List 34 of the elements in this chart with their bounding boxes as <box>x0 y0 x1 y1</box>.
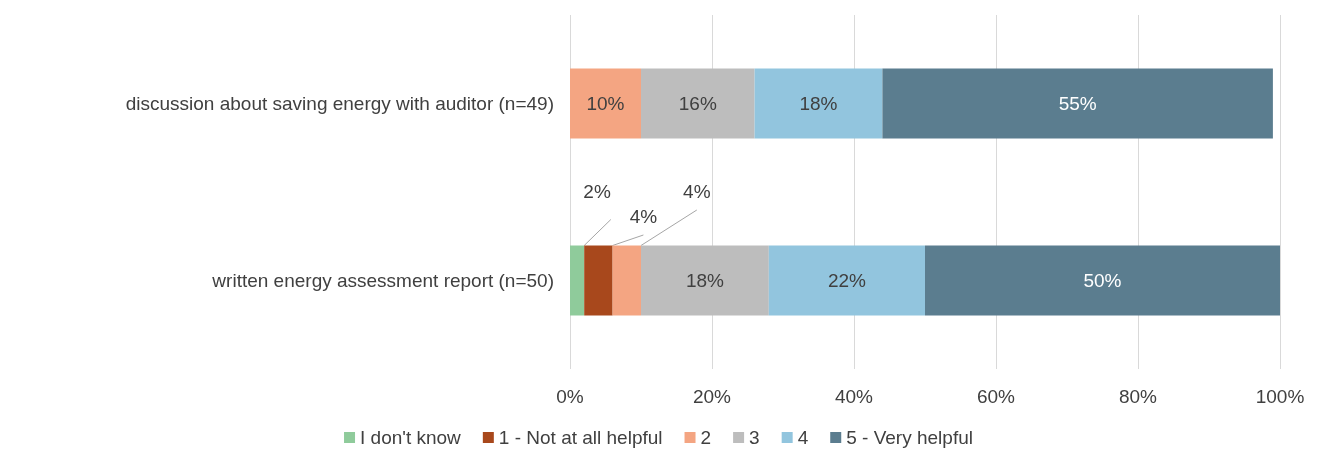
x-tick-label: 20% <box>692 386 732 407</box>
x-tick-label: 60% <box>976 386 1016 407</box>
legend-label: I don't know <box>360 427 462 448</box>
data-label: 55% <box>1058 93 1097 114</box>
legend-label: 4 <box>797 427 809 448</box>
data-label: 10% <box>586 93 625 114</box>
data-label: 4% <box>683 180 711 202</box>
legend-label: 5 - Very helpful <box>846 427 973 448</box>
x-tick-label: 0% <box>556 386 584 407</box>
bar <box>570 68 641 139</box>
x-tick-label: 100% <box>1255 386 1305 407</box>
data-label: 16% <box>678 93 717 114</box>
bar <box>570 245 585 316</box>
bar <box>612 245 641 316</box>
bar <box>882 68 1273 139</box>
data-label: 50% <box>1083 270 1122 291</box>
data-label: 18% <box>685 270 725 291</box>
bar <box>584 245 613 316</box>
data-label: 22% <box>827 270 867 291</box>
x-tick-label: 40% <box>834 386 874 407</box>
bar <box>754 68 883 139</box>
x-tick-label: 80% <box>1118 386 1158 407</box>
bar <box>768 245 925 316</box>
y-tick-label: discussion about saving energy with auditor (n=49) <box>125 93 554 114</box>
y-tick-label: written energy assessment report (n=50) <box>211 270 554 291</box>
data-label: 4% <box>629 205 658 227</box>
data-label: 2% <box>583 180 611 202</box>
data-label: 18% <box>799 93 838 114</box>
legend-label: 3 <box>749 427 760 448</box>
bar <box>925 245 1280 316</box>
legend-label: 2 <box>700 427 712 448</box>
bar <box>641 68 755 139</box>
legend-label: 1 - Not at all helpful <box>498 427 663 448</box>
bar <box>641 245 769 316</box>
